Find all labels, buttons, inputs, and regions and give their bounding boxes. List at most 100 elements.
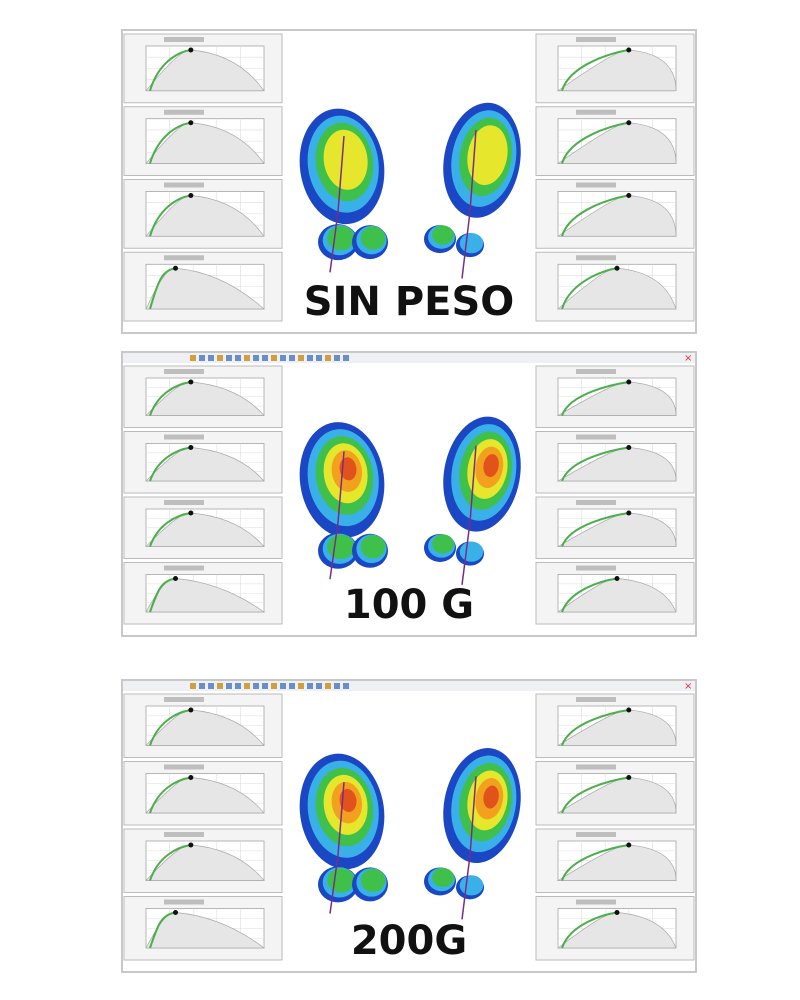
panel: × 200G — [121, 679, 697, 973]
toolbar-icon — [244, 683, 250, 689]
mini-marker — [614, 910, 620, 915]
mini-title-bar — [576, 109, 616, 115]
mini-curve — [561, 709, 629, 746]
mini-title-bar — [576, 899, 616, 905]
toolbar-icon — [343, 683, 349, 689]
toolbar-icon — [190, 683, 196, 689]
mini-marker — [626, 510, 632, 516]
toolbar-icon — [253, 683, 259, 689]
mini-curve — [561, 844, 629, 881]
mini-curve — [561, 381, 629, 416]
weight-label: SIN PESO — [304, 279, 515, 325]
mini-curve — [561, 121, 629, 164]
toolbar-icon — [253, 355, 259, 361]
toolbar-icon — [298, 355, 304, 361]
mini-title-bar — [164, 764, 204, 770]
pressure-zone — [327, 534, 355, 560]
toolbar-icon — [262, 683, 268, 689]
mini-marker — [173, 576, 178, 581]
mini-curve — [561, 911, 618, 949]
toolbar-icon — [343, 355, 349, 361]
pressure-zone — [360, 535, 386, 559]
mini-curve — [149, 512, 191, 547]
toolbar-icon — [334, 355, 340, 361]
toolbar-icon — [307, 683, 313, 689]
mini-marker — [188, 842, 194, 848]
mini-area — [145, 844, 265, 881]
mini-curve — [149, 194, 192, 237]
toolbar-icon — [280, 683, 286, 689]
mini-title-bar — [576, 500, 616, 505]
mini-curve — [561, 49, 629, 92]
mini-curve — [561, 194, 629, 237]
toolbar-icon — [199, 355, 205, 361]
mini-curve — [149, 911, 176, 949]
mini-curve — [149, 381, 191, 416]
mini-curve — [149, 709, 192, 746]
mini-marker — [173, 910, 178, 915]
mini-area — [145, 195, 265, 237]
mini-marker — [614, 265, 620, 271]
mini-marker — [188, 445, 194, 450]
pressure-zone — [459, 875, 484, 896]
close-icon: × — [684, 353, 692, 364]
mini-curve — [561, 267, 618, 310]
mini-marker — [188, 707, 194, 713]
toolbar-icon — [208, 355, 214, 361]
gait-line — [461, 129, 477, 279]
mini-area — [145, 512, 265, 547]
toolbar-icon — [235, 355, 241, 361]
mini-title-bar — [576, 434, 616, 440]
mini-title-bar — [576, 764, 616, 770]
mini-marker — [626, 379, 632, 385]
mini-area — [145, 49, 265, 92]
gait-line — [329, 135, 345, 273]
toolbar-icon — [208, 683, 214, 689]
mini-marker — [188, 193, 194, 198]
gait-line — [329, 782, 345, 914]
toolbar-icon — [334, 683, 340, 689]
mini-curve — [149, 844, 192, 881]
mini-marker — [173, 265, 178, 271]
mini-title-bar — [164, 565, 204, 571]
toolbar-icon — [316, 355, 322, 361]
pressure-zone — [360, 226, 386, 250]
pressure-zone — [327, 868, 355, 893]
mini-title-bar — [164, 697, 204, 702]
toolbar-icon — [271, 683, 277, 689]
pressure-zone — [483, 785, 499, 809]
toolbar-icon — [217, 355, 223, 361]
pressure-zone — [467, 125, 508, 186]
mini-title-bar — [164, 899, 204, 905]
toolbar-icon — [307, 355, 313, 361]
pressure-zone — [459, 233, 484, 254]
toolbar-icon — [199, 683, 205, 689]
mini-title-bar — [576, 697, 616, 702]
mini-area — [145, 709, 265, 746]
mini-marker — [188, 379, 194, 385]
mini-title-bar — [576, 182, 616, 188]
mini-curve — [149, 267, 176, 310]
mini-curve — [561, 577, 618, 613]
mini-curve — [561, 512, 629, 547]
mini-marker — [614, 576, 620, 581]
toolbar-icon — [289, 683, 295, 689]
mini-curve — [149, 446, 191, 482]
mini-title-bar — [576, 565, 616, 571]
mini-curve — [149, 49, 192, 92]
mini-marker — [626, 707, 632, 713]
mini-title-bar — [576, 369, 616, 374]
mini-marker — [626, 445, 632, 450]
mini-title-bar — [164, 434, 204, 440]
pressure-zone — [459, 541, 484, 562]
panel: × 100 G — [121, 351, 697, 637]
gait-line — [461, 445, 477, 585]
close-icon: × — [684, 681, 692, 692]
toolbar — [123, 681, 695, 691]
pressure-zone — [360, 868, 386, 892]
toolbar-icon — [325, 355, 331, 361]
toolbar-icon — [325, 683, 331, 689]
mini-title-bar — [164, 500, 204, 505]
mini-area — [145, 447, 265, 482]
